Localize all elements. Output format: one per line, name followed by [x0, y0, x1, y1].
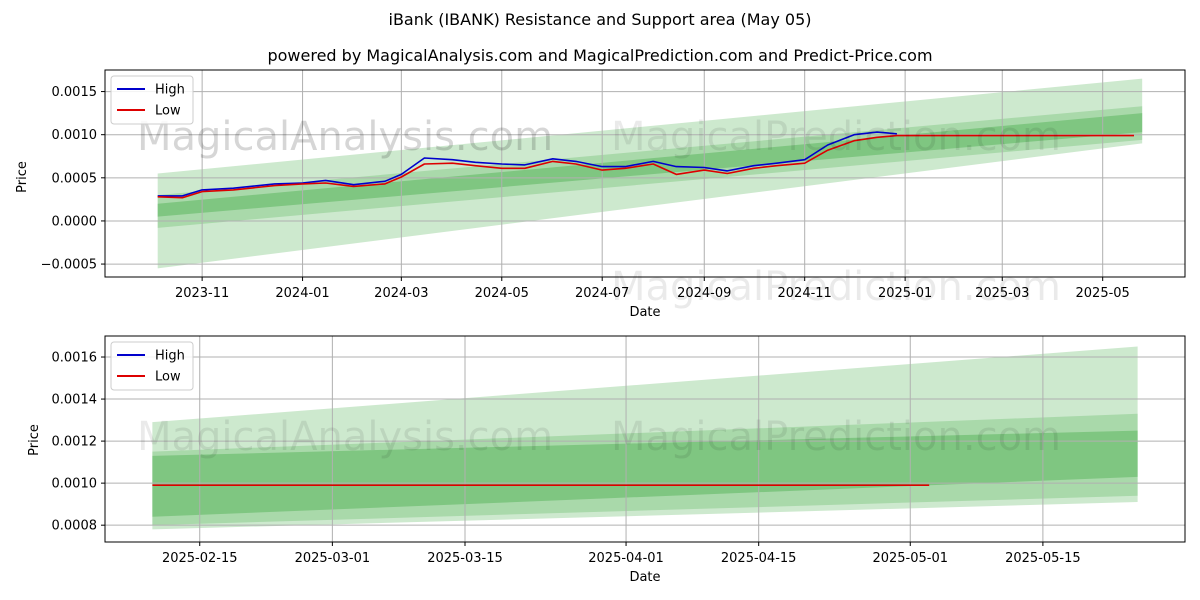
prediction-band: [152, 346, 1138, 530]
watermark: MagicalAnalysis.com: [137, 114, 553, 160]
y-tick-label: 0.0005: [52, 171, 98, 186]
y-tick-label: 0.0016: [52, 351, 98, 366]
y-tick-label: 0.0000: [52, 214, 98, 229]
watermark: MagicalPrediction.com: [611, 414, 1061, 460]
x-tick-label: 2025-04-15: [721, 551, 797, 566]
watermark: MagicalAnalysis.com: [137, 414, 553, 460]
x-tick-label: 2024-09: [677, 286, 731, 301]
y-axis-label: Price: [15, 161, 30, 193]
x-tick-label: 2024-07: [575, 286, 629, 301]
plot-frame: [104, 69, 1186, 278]
prediction-band: [152, 413, 1138, 526]
x-tick-label: 2024-05: [475, 286, 529, 301]
x-tick-label: 2024-11: [778, 286, 832, 301]
x-tick-label: 2025-03-15: [427, 551, 503, 566]
x-axis-label: Date: [629, 305, 660, 320]
x-tick-label: 2025-05: [1076, 286, 1130, 301]
y-tick-label: 0.0010: [52, 128, 98, 143]
series-line-high: [157, 131, 897, 197]
watermark: MagicalAnalysis.com: [137, 114, 553, 160]
prediction-band: [152, 430, 1138, 517]
x-tick-label: 2025-04-01: [588, 551, 664, 566]
legend-label-high: High: [155, 349, 185, 364]
x-tick-label: 2025-03-01: [295, 551, 371, 566]
watermark: MagicalPrediction.com: [611, 264, 1061, 310]
x-tick-label: 2024-01: [275, 286, 329, 301]
legend-label-low: Low: [155, 370, 181, 385]
chart-panel-2: 2025-02-15 2025-03-01 2025-03-15 2025-04-01…: [27, 335, 1186, 585]
x-tick-label: 2025-02-15: [162, 551, 238, 566]
y-tick-label: 0.0008: [52, 519, 98, 534]
prediction-band: [157, 106, 1143, 228]
x-axis-label: Date: [629, 570, 660, 585]
chart-panel-1: 2023-11 2024-01 2024-03 2024-05 2024-07 2024-…: [15, 69, 1186, 320]
x-tick-label: 2025-03: [975, 286, 1029, 301]
x-tick-label: 2025-01: [878, 286, 932, 301]
x-tick-label: 2024-03: [374, 286, 428, 301]
x-tick-label: 2025-05-01: [872, 551, 948, 566]
series-line-low: [157, 134, 1134, 199]
y-tick-label: −0.0005: [41, 258, 97, 273]
chart-title: iBank (IBANK) Resistance and Support are…: [388, 10, 812, 29]
x-tick-label: 2025-05-15: [1005, 551, 1081, 566]
y-tick-label: 0.0014: [52, 393, 98, 408]
watermark: MagicalPrediction.com: [611, 114, 1061, 160]
plot-frame: [104, 335, 1186, 543]
y-tick-label: 0.0010: [52, 477, 98, 492]
y-axis-label: Price: [27, 424, 42, 456]
legend-label-high: High: [155, 83, 185, 98]
chart-subtitle: powered by MagicalAnalysis.com and Magic…: [267, 46, 933, 65]
y-tick-label: 0.0012: [52, 435, 98, 450]
x-tick-label: 2023-11: [175, 286, 229, 301]
y-tick-label: 0.0015: [52, 85, 98, 100]
legend-label-low: Low: [155, 104, 181, 119]
